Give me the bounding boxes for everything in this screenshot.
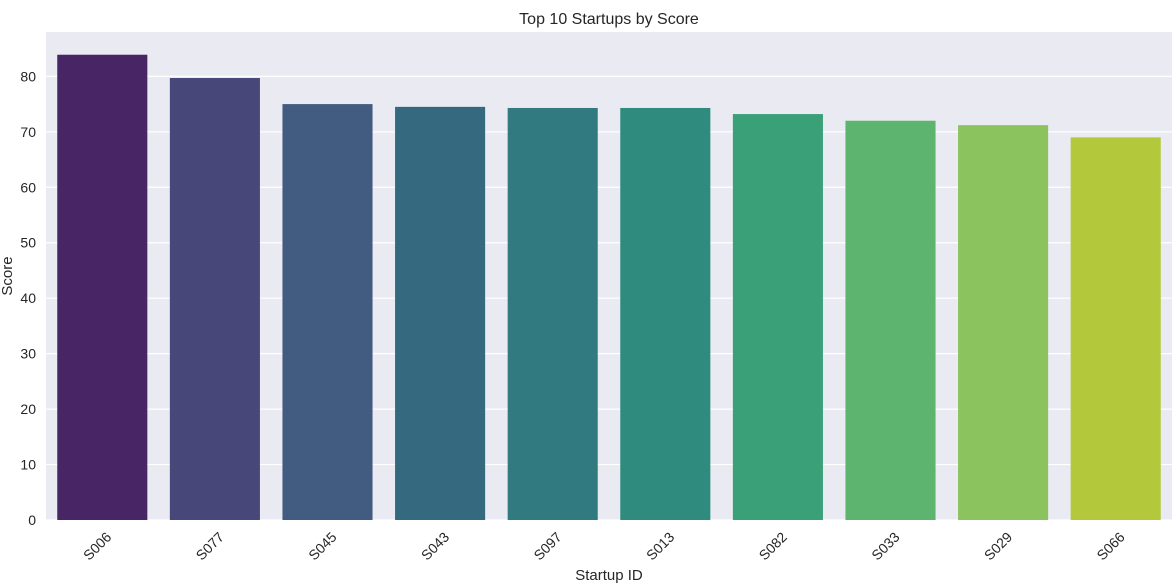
bar-s013 — [620, 107, 711, 521]
bar-s077 — [169, 78, 260, 520]
x-tick-label: S082 — [756, 529, 791, 564]
x-tick-label: S097 — [530, 529, 565, 564]
bar-s045 — [282, 104, 373, 520]
y-axis-label: Score — [0, 256, 16, 295]
y-tick-label: 60 — [20, 179, 36, 195]
bar-s082 — [732, 114, 823, 520]
x-tick-label: S006 — [80, 529, 115, 564]
y-tick-label: 0 — [28, 512, 36, 528]
bar-s006 — [57, 54, 148, 521]
x-tick-label: S045 — [305, 529, 340, 564]
y-tick-label: 40 — [20, 290, 36, 306]
x-tick-label: S066 — [1093, 529, 1128, 564]
x-tick-label: S033 — [868, 529, 903, 564]
x-tick-labels: S006 S077 S045 S043 S097 S013 S082 S033 S029 S066 — [80, 529, 1128, 564]
x-tick-label: S013 — [643, 529, 678, 564]
y-tick-label: 50 — [20, 235, 36, 251]
y-tick-label: 30 — [20, 346, 36, 362]
x-tick-label: S043 — [418, 529, 453, 564]
chart-title: Top 10 Startups by Score — [519, 11, 699, 28]
y-tick-labels: 0 10 20 30 40 50 60 70 80 — [20, 68, 36, 528]
x-axis-label: Startup ID — [575, 567, 643, 584]
bar-s097 — [507, 107, 598, 521]
y-tick-label: 70 — [20, 124, 36, 140]
x-tick-label: S029 — [981, 529, 1016, 564]
bar-s033 — [845, 120, 936, 521]
bar-s066 — [1070, 137, 1161, 520]
y-tick-label: 80 — [20, 68, 36, 84]
bar-s029 — [958, 125, 1049, 520]
x-tick-label: S077 — [193, 529, 228, 564]
bars — [57, 54, 1161, 521]
bar-s043 — [395, 106, 486, 520]
y-tick-label: 20 — [20, 401, 36, 417]
y-tick-label: 10 — [20, 457, 36, 473]
